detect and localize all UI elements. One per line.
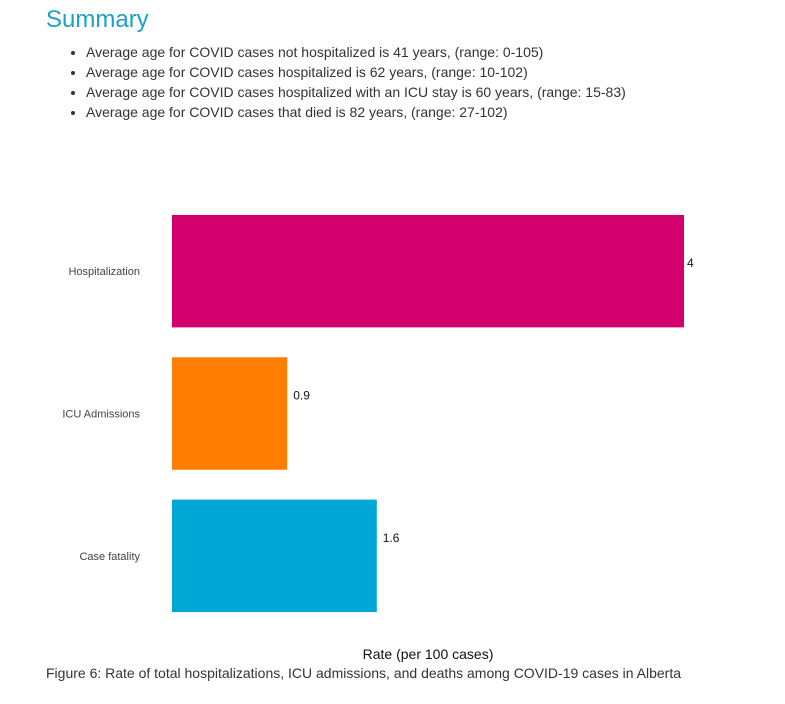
value-label: 0.9 — [293, 389, 310, 403]
figure-caption: Figure 6: Rate of total hospitalizations… — [46, 665, 681, 681]
summary-item: Average age for COVID cases hospitalized… — [86, 82, 626, 102]
summary-list: Average age for COVID cases not hospital… — [46, 42, 626, 122]
summary-title: Summary — [46, 6, 149, 33]
summary-item: Average age for COVID cases not hospital… — [86, 42, 626, 62]
category-label: Hospitalization — [68, 266, 140, 278]
bar-hospitalization — [172, 214, 684, 328]
x-axis-label: Rate (per 100 cases) — [363, 646, 494, 662]
summary-item: Average age for COVID cases hospitalized… — [86, 62, 626, 82]
category-label: Case fatality — [79, 551, 140, 563]
value-label: 4 — [687, 256, 694, 270]
bar-icu-admissions — [172, 357, 288, 470]
summary-item: Average age for COVID cases that died is… — [86, 102, 626, 122]
bar-case-fatality — [172, 499, 377, 613]
value-label: 1.6 — [383, 531, 400, 545]
category-label: ICU Admissions — [62, 409, 140, 421]
